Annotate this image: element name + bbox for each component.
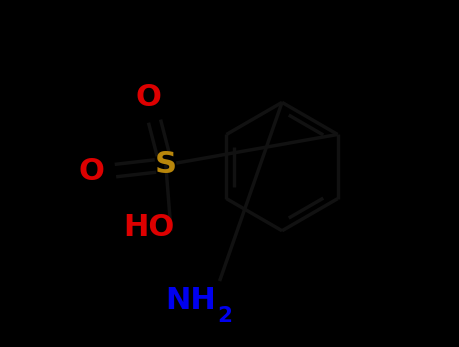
Text: NH: NH xyxy=(165,286,216,315)
Text: O: O xyxy=(135,83,161,112)
Text: 2: 2 xyxy=(216,306,231,327)
Text: S: S xyxy=(155,150,176,179)
Text: O: O xyxy=(78,157,104,186)
Text: HO: HO xyxy=(123,213,174,242)
